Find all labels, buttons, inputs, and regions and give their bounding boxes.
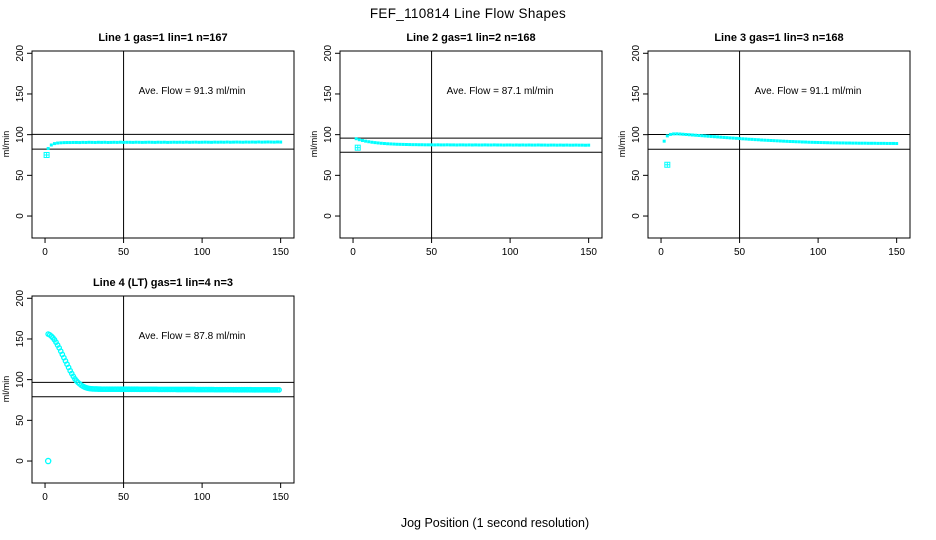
svg-text:150: 150 [580, 247, 597, 258]
svg-text:200: 200 [323, 44, 334, 61]
svg-text:50: 50 [15, 169, 26, 181]
svg-text:150: 150 [15, 330, 26, 347]
subplot3-ave-flow-annotation: Ave. Flow = 91.1 ml/min [754, 86, 862, 97]
subplot1-ave-flow-annotation: Ave. Flow = 91.3 ml/min [138, 86, 246, 97]
svg-text:0: 0 [323, 213, 334, 219]
svg-text:0: 0 [42, 492, 48, 503]
svg-text:0: 0 [42, 247, 48, 258]
svg-text:150: 150 [15, 85, 26, 102]
subplot2-plot-area: 0 50 100 150 0 50 100 150 200 [323, 44, 603, 258]
svg-text:100: 100 [631, 126, 642, 143]
x-axis-label: Jog Position (1 second resolution) [400, 516, 590, 530]
svg-text:50: 50 [323, 169, 334, 181]
svg-text:100: 100 [810, 247, 827, 258]
subplot4-plot-area: 0 50 100 150 0 50 100 150 200 [15, 289, 295, 503]
svg-text:0: 0 [658, 247, 664, 258]
svg-text:50: 50 [118, 247, 130, 258]
subplot4-title: Line 4 (LT) gas=1 lin=4 n=3 [92, 277, 234, 289]
svg-text:150: 150 [323, 85, 334, 102]
svg-text:100: 100 [194, 247, 211, 258]
figure-title: FEF_110814 Line Flow Shapes [369, 6, 567, 21]
svg-text:100: 100 [323, 126, 334, 143]
subplot2-title: Line 2 gas=1 lin=2 n=168 [406, 32, 536, 44]
svg-text:50: 50 [631, 169, 642, 181]
subplot1-plot-area: 0 50 100 150 0 50 100 150 200 [15, 44, 295, 258]
svg-text:50: 50 [734, 247, 746, 258]
svg-text:100: 100 [15, 126, 26, 143]
svg-text:0: 0 [350, 247, 356, 258]
svg-text:100: 100 [502, 247, 519, 258]
svg-text:150: 150 [631, 85, 642, 102]
svg-text:100: 100 [15, 371, 26, 388]
svg-text:0: 0 [15, 458, 26, 464]
subplot2-ave-flow-annotation: Ave. Flow = 87.1 ml/min [446, 86, 554, 97]
svg-text:200: 200 [15, 44, 26, 61]
svg-text:150: 150 [888, 247, 905, 258]
svg-text:200: 200 [631, 44, 642, 61]
svg-text:200: 200 [15, 289, 26, 306]
subplot4-ave-flow-annotation: Ave. Flow = 87.8 ml/min [138, 331, 246, 342]
svg-text:50: 50 [118, 492, 130, 503]
svg-text:50: 50 [15, 414, 26, 426]
svg-text:0: 0 [15, 213, 26, 219]
subplot3-plot-area: 0 50 100 150 0 50 100 150 200 [631, 44, 911, 258]
svg-text:150: 150 [272, 247, 289, 258]
svg-text:0: 0 [631, 213, 642, 219]
subplot1-title: Line 1 gas=1 lin=1 n=167 [98, 32, 228, 44]
subplot3-title: Line 3 gas=1 lin=3 n=168 [714, 32, 844, 44]
svg-text:50: 50 [426, 247, 438, 258]
svg-text:150: 150 [272, 492, 289, 503]
svg-text:100: 100 [194, 492, 211, 503]
